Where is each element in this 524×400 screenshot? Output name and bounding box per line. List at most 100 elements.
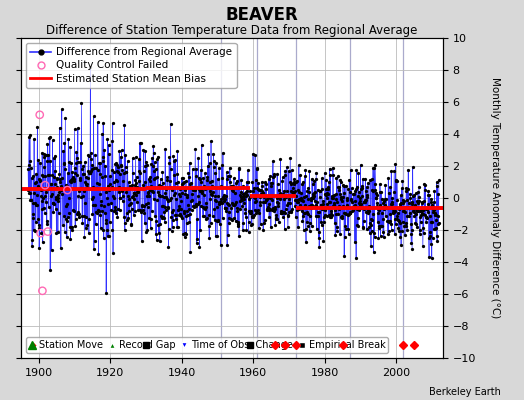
Point — [429, 206, 437, 212]
Point — [97, 202, 105, 208]
Point — [141, 163, 150, 169]
Point — [303, 210, 312, 217]
Point — [57, 186, 65, 193]
Point — [316, 202, 325, 209]
Point — [411, 190, 420, 197]
Point — [301, 167, 310, 174]
Point — [427, 199, 435, 206]
Point — [70, 178, 78, 184]
Point — [179, 230, 187, 237]
Point — [242, 214, 250, 220]
Point — [363, 194, 372, 200]
Point — [40, 164, 48, 170]
Point — [46, 266, 54, 273]
Point — [29, 214, 37, 221]
Point — [319, 198, 327, 204]
Point — [334, 211, 342, 217]
Point — [272, 194, 281, 201]
Point — [109, 250, 117, 256]
Point — [304, 185, 313, 192]
Point — [158, 169, 167, 176]
Point — [93, 180, 101, 186]
Point — [301, 226, 310, 232]
Point — [292, 214, 300, 220]
Point — [223, 176, 232, 182]
Point — [383, 205, 391, 212]
Point — [416, 213, 424, 220]
Point — [29, 211, 38, 218]
Point — [188, 207, 196, 213]
Point — [25, 134, 33, 140]
Point — [251, 152, 259, 158]
Point — [429, 235, 437, 241]
Point — [99, 154, 107, 161]
Point — [286, 178, 294, 185]
Point — [30, 190, 39, 196]
Point — [398, 185, 406, 192]
Point — [122, 169, 130, 175]
Point — [246, 188, 254, 194]
Point — [217, 199, 225, 205]
Legend: Station Move, Record Gap, Time of Obs. Change, Empirical Break: Station Move, Record Gap, Time of Obs. C… — [26, 337, 388, 353]
Point — [194, 198, 203, 205]
Point — [103, 195, 111, 202]
Point — [259, 199, 267, 205]
Point — [431, 210, 439, 216]
Point — [314, 213, 322, 219]
Point — [427, 240, 435, 247]
Point — [213, 176, 222, 182]
Point — [385, 190, 394, 196]
Point — [300, 194, 309, 200]
Point — [412, 198, 421, 205]
Point — [64, 214, 72, 220]
Point — [411, 220, 420, 226]
Point — [81, 159, 89, 165]
Point — [399, 208, 407, 214]
Point — [376, 233, 385, 239]
Point — [104, 183, 113, 190]
Point — [281, 210, 290, 216]
Point — [302, 209, 311, 216]
Point — [73, 172, 81, 178]
Point — [377, 189, 385, 195]
Point — [407, 221, 415, 228]
Point — [255, 186, 263, 193]
Point — [286, 155, 294, 161]
Point — [32, 192, 41, 198]
Point — [377, 223, 385, 229]
Point — [362, 188, 370, 194]
Point — [370, 164, 378, 171]
Point — [116, 171, 124, 177]
Point — [235, 233, 243, 239]
Point — [77, 185, 85, 192]
Point — [79, 163, 88, 170]
Point — [94, 181, 103, 187]
Point — [241, 190, 249, 197]
Point — [51, 153, 59, 160]
Point — [238, 191, 247, 197]
Point — [288, 167, 296, 173]
Point — [55, 171, 63, 178]
Point — [376, 181, 384, 187]
Point — [426, 212, 434, 219]
Point — [298, 181, 307, 188]
Point — [389, 209, 398, 215]
Point — [374, 218, 382, 225]
Point — [160, 204, 169, 210]
Point — [296, 172, 304, 179]
Point — [139, 182, 147, 188]
Point — [174, 206, 183, 212]
Point — [275, 196, 283, 202]
Point — [354, 222, 362, 229]
Point — [237, 197, 245, 203]
Point — [383, 218, 391, 224]
Point — [178, 181, 186, 187]
Point — [104, 142, 113, 148]
Point — [106, 181, 115, 188]
Point — [111, 161, 119, 167]
Point — [29, 172, 37, 179]
Point — [176, 186, 184, 192]
Point — [123, 217, 131, 223]
Point — [233, 221, 242, 227]
Point — [233, 208, 242, 215]
